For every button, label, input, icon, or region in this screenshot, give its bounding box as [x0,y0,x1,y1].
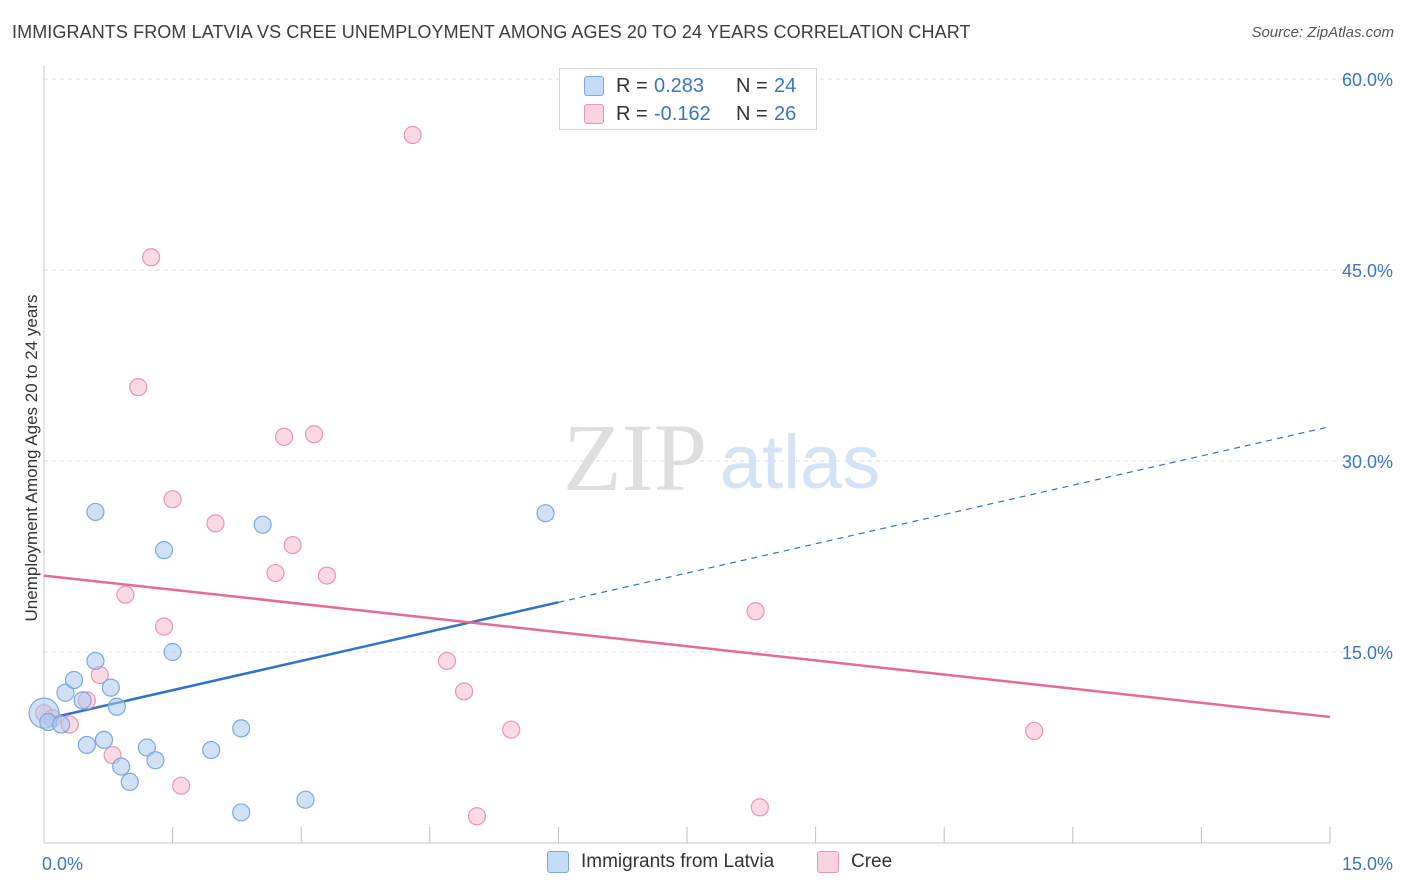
legend-label-cree: Cree [851,851,893,872]
chart-title: IMMIGRANTS FROM LATVIA VS CREE UNEMPLOYM… [12,22,971,42]
data-point-latvia [94,730,114,749]
trend-line-cree [43,574,1331,719]
legend-swatch-latvia [547,851,569,873]
data-point-latvia [52,715,71,734]
data-point-latvia [86,651,105,671]
legend-row-cree: R = -0.162 N = 26 [584,101,796,127]
tick-labels: 15.0% 30.0% 45.0% 60.0% 0.0% 15.0% [42,70,1393,874]
y-axis-label: Unemployment Among Ages 20 to 24 years [22,294,41,622]
data-point-cree [266,563,285,583]
correlation-legend: R = 0.283 N = 24 R = -0.162 N = 26 [559,68,817,130]
legend-swatch-cree [817,851,839,873]
legend-r-label: R = [616,102,648,125]
legend-r-value-latvia: 0.283 [654,74,705,97]
source-label: Source: ZipAtlas.com [1251,24,1394,41]
legend-item-latvia[interactable]: Immigrants from Latvia [547,851,774,873]
data-point-latvia [296,790,315,809]
y-tick-label: 15.0% [1342,643,1393,663]
data-point-latvia [536,504,555,523]
data-point-latvia [86,502,105,522]
data-point-cree [502,720,521,739]
data-point-cree [129,378,148,397]
data-points [28,125,1044,826]
data-point-cree [163,490,182,509]
legend-swatch-cree [584,104,604,124]
data-point-latvia [56,683,75,702]
legend-n-value-latvia: 24 [774,74,797,97]
data-point-latvia [163,642,182,662]
data-point-latvia [232,803,251,822]
data-point-latvia [64,670,84,690]
data-point-cree [274,427,294,446]
data-point-latvia [202,740,221,760]
legend-label-latvia: Immigrants from Latvia [581,851,775,872]
data-point-latvia [107,697,126,716]
legend-r-label: R = [616,74,648,97]
legend-n-label: N = [736,102,768,125]
data-point-cree [454,682,474,701]
trend-lines [43,426,1331,721]
legend-r-value-cree: -0.162 [654,102,711,125]
legend-swatch-latvia [584,76,604,96]
y-tick-label: 45.0% [1342,261,1393,281]
data-point-cree [437,651,457,671]
data-point-cree [116,585,135,604]
legend-item-cree[interactable]: Cree [817,851,892,873]
data-point-cree [172,776,191,795]
data-point-cree [746,602,765,621]
data-point-cree [750,798,769,817]
data-point-cree [403,125,422,145]
data-point-latvia [73,691,92,710]
legend-n-label: N = [736,74,768,97]
gridlines [44,78,1392,653]
series-legend: Immigrants from Latvia Cree [0,851,1406,877]
data-point-cree [304,425,324,444]
data-point-latvia [253,515,272,534]
data-point-cree [206,514,225,533]
data-point-cree [1025,721,1044,741]
x-tick-label: 15.0% [1342,854,1393,874]
legend-n-value-cree: 26 [774,102,797,125]
data-point-latvia [154,541,174,560]
data-point-latvia [146,751,165,770]
data-point-latvia [101,678,120,697]
data-point-cree [317,566,337,585]
data-point-cree [154,617,174,636]
data-point-cree [467,807,487,826]
data-point-latvia [137,738,156,757]
data-point-latvia [112,757,131,776]
y-tick-label: 30.0% [1342,452,1393,472]
data-point-latvia [120,772,139,791]
watermark-atlas: atlas [720,420,881,505]
data-point-latvia [77,735,96,755]
legend-row-latvia: R = 0.283 N = 24 [584,73,796,99]
data-point-cree [142,248,161,267]
x-tick-label: 0.0% [42,854,83,874]
watermark: ZIP atlas [563,404,880,511]
y-tick-label: 60.0% [1342,70,1393,90]
watermark-zip: ZIP [563,404,707,511]
data-point-cree [283,535,302,555]
data-point-latvia [232,719,251,738]
